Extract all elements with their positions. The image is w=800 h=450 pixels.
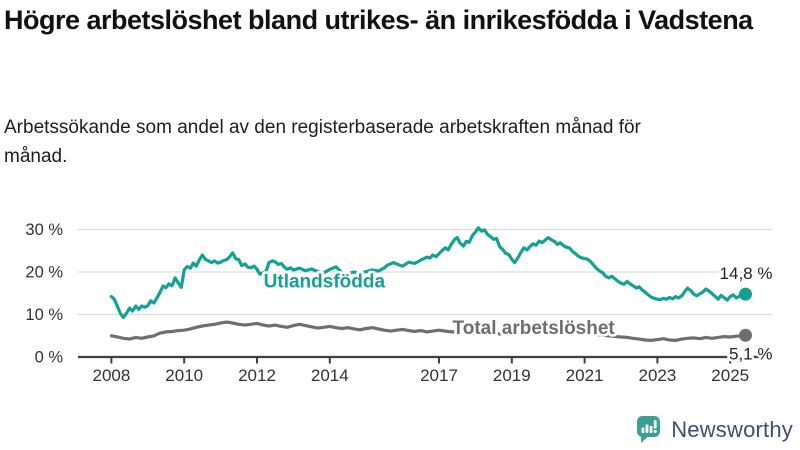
x-tick-label: 2017 [420, 366, 458, 385]
series-line [109, 320, 748, 342]
x-tick-label: 2021 [566, 366, 604, 385]
chart-title: Högre arbetslöshet bland utrikes- än inr… [4, 5, 753, 35]
y-tick-label: 0 % [35, 349, 64, 367]
series-end-dot [739, 287, 752, 301]
chart-subtitle: Arbetssökande som andel av den registerb… [4, 117, 641, 167]
x-tick-label: 2008 [92, 366, 130, 385]
newsworthy-logo: Newsworthy [636, 415, 793, 445]
y-tick-label: 30 % [25, 221, 63, 239]
bar-chart-speech-bubble-icon [637, 416, 661, 443]
newsworthy-brand-text: Newsworthy [671, 417, 793, 442]
x-tick-label: 2012 [238, 366, 276, 385]
series-label: Total arbetslöshet [453, 318, 616, 339]
x-tick-label: 2019 [493, 366, 531, 385]
series-end-value-label: 5,1 % [729, 344, 772, 363]
x-tick-label: 2010 [165, 366, 203, 385]
series-label: Utlandsfödda [264, 271, 386, 292]
x-tick-label: 2023 [638, 366, 676, 385]
series-line [109, 226, 748, 320]
series-end-dot [739, 328, 752, 342]
x-tick-label: 2025 [711, 366, 749, 385]
x-tick-label: 2014 [311, 366, 349, 385]
y-tick-label: 10 % [25, 306, 63, 324]
y-tick-label: 20 % [25, 264, 63, 282]
series-end-value-label: 14,8 % [720, 264, 773, 283]
